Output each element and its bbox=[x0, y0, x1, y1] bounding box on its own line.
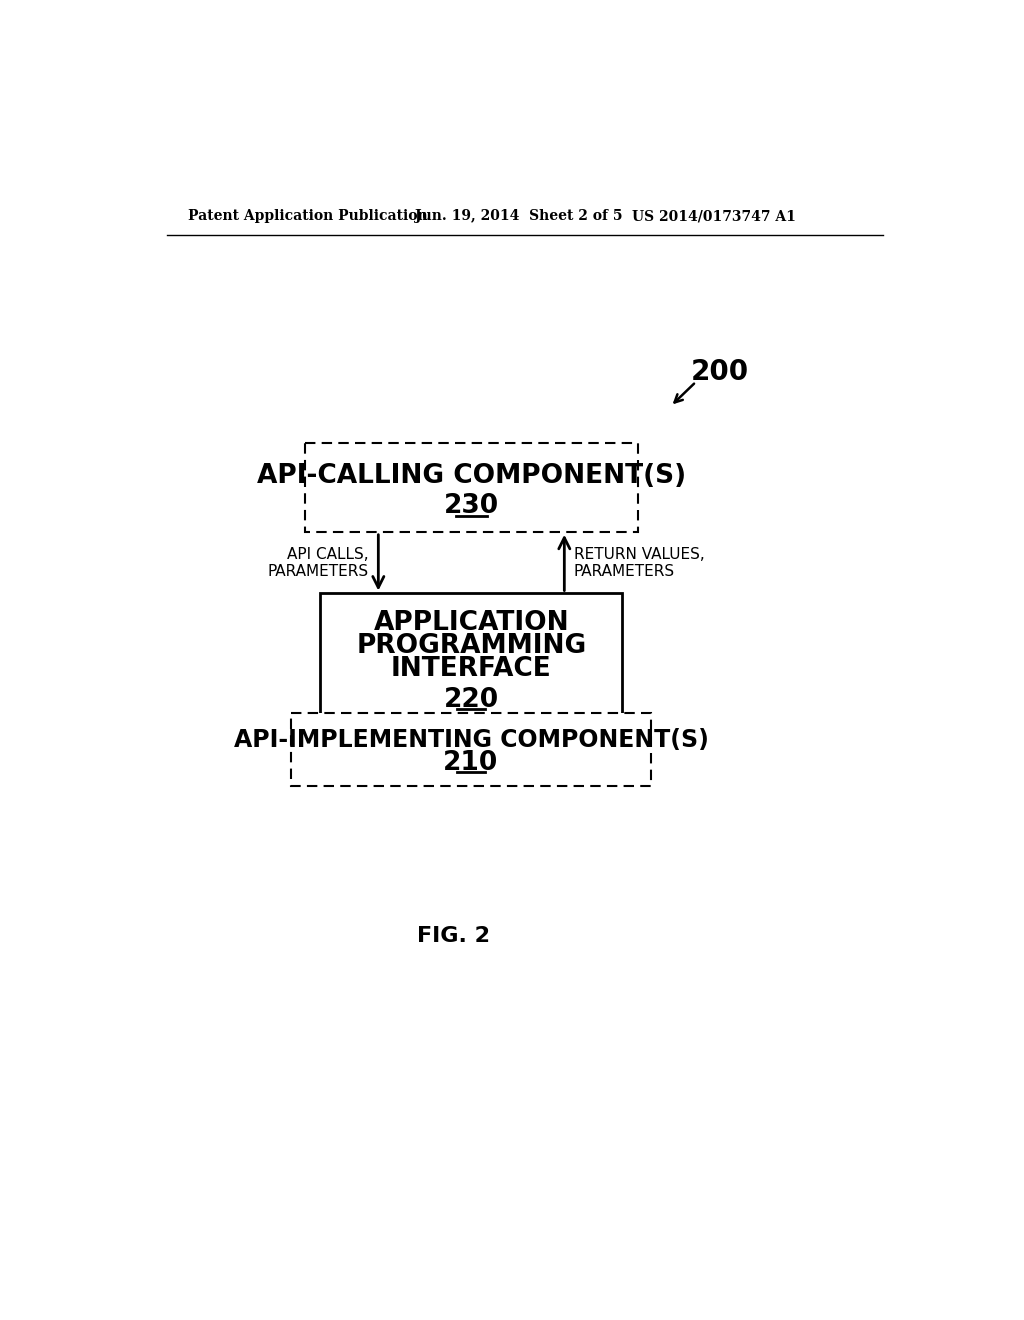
Bar bbox=[305, 444, 638, 532]
Text: PARAMETERS: PARAMETERS bbox=[268, 565, 369, 579]
Bar bbox=[321, 594, 623, 743]
Text: APPLICATION: APPLICATION bbox=[374, 610, 569, 636]
Text: US 2014/0173747 A1: US 2014/0173747 A1 bbox=[632, 209, 796, 223]
Text: 230: 230 bbox=[443, 494, 499, 520]
Text: RETURN VALUES,: RETURN VALUES, bbox=[573, 548, 705, 562]
Text: API CALLS,: API CALLS, bbox=[288, 548, 369, 562]
Text: Jun. 19, 2014  Sheet 2 of 5: Jun. 19, 2014 Sheet 2 of 5 bbox=[415, 209, 623, 223]
Text: PARAMETERS: PARAMETERS bbox=[573, 565, 675, 579]
Text: INTERFACE: INTERFACE bbox=[391, 656, 552, 682]
Text: API-IMPLEMENTING COMPONENT(S): API-IMPLEMENTING COMPONENT(S) bbox=[233, 727, 709, 752]
Bar bbox=[291, 713, 651, 785]
Text: PROGRAMMING: PROGRAMMING bbox=[356, 632, 587, 659]
Text: Patent Application Publication: Patent Application Publication bbox=[188, 209, 428, 223]
Text: FIG. 2: FIG. 2 bbox=[417, 927, 490, 946]
Text: 200: 200 bbox=[690, 359, 749, 387]
Text: 210: 210 bbox=[443, 750, 499, 776]
Text: API-CALLING COMPONENT(S): API-CALLING COMPONENT(S) bbox=[257, 462, 686, 488]
Text: 220: 220 bbox=[443, 686, 499, 713]
